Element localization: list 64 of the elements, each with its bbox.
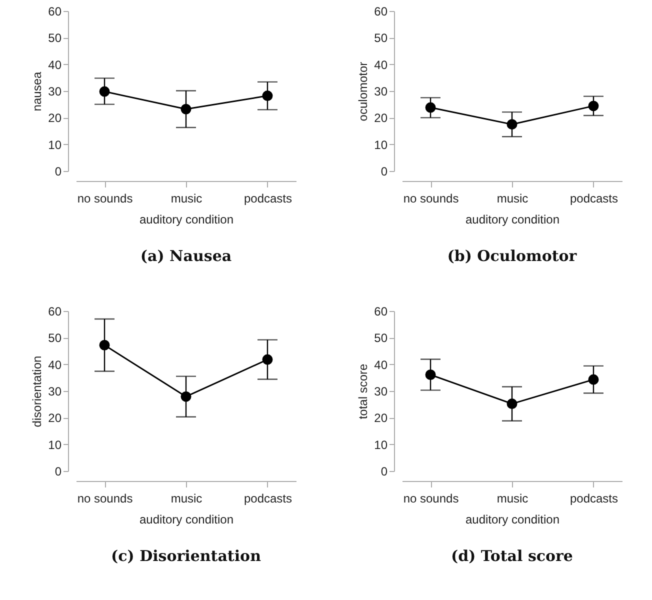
text: (b) Oculomotor <box>447 247 578 265</box>
text: (c) Disorientation <box>111 547 262 565</box>
y-axis-title: oculomotor <box>356 62 370 122</box>
x-tick-label: music <box>170 492 202 506</box>
x-tick-label: podcasts <box>244 492 292 506</box>
y-tick-label: 60 <box>374 304 388 318</box>
y-tick-label: 10 <box>374 438 388 452</box>
x-axis-title: auditory condition <box>139 512 234 526</box>
point <box>588 100 599 112</box>
x-tick-label: no sounds <box>77 492 133 506</box>
y-tick-label: 20 <box>374 411 388 426</box>
y-tick-label: 50 <box>48 331 62 346</box>
y-tick-label: 0 <box>380 164 388 178</box>
point <box>99 86 110 97</box>
y-tick-label: 40 <box>374 358 388 372</box>
y-tick-label: 20 <box>48 411 62 426</box>
y-tick-label: 0 <box>380 464 388 478</box>
y-tick-label: 50 <box>48 31 62 46</box>
y-tick-label: 50 <box>374 31 388 46</box>
point <box>180 391 192 402</box>
y-tick-label: 20 <box>48 111 62 126</box>
point <box>262 90 273 102</box>
x-tick-label: podcasts <box>244 192 292 206</box>
point <box>425 102 436 113</box>
x-tick-label: no sounds <box>403 192 459 206</box>
y-tick-label: 60 <box>374 4 388 18</box>
point <box>506 398 518 410</box>
x-axis-title: auditory condition <box>139 212 234 226</box>
x-tick-label: no sounds <box>403 492 459 506</box>
y-tick-label: 30 <box>374 84 388 98</box>
text: (d) Total score <box>451 547 573 565</box>
y-tick-label: 40 <box>374 58 388 72</box>
point <box>588 374 599 385</box>
y-tick-label: 30 <box>48 384 62 398</box>
y-tick-label: 0 <box>54 164 62 178</box>
point <box>99 340 110 350</box>
y-axis-title: disorientation <box>30 356 44 428</box>
y-tick-label: 40 <box>48 58 62 72</box>
y-tick-label: 60 <box>48 4 62 18</box>
y-tick-label: 10 <box>374 138 388 152</box>
y-tick-label: 10 <box>48 138 62 152</box>
x-tick-label: podcasts <box>570 192 618 206</box>
x-axis-title: auditory condition <box>465 212 560 226</box>
y-tick-label: 20 <box>374 111 388 126</box>
y-axis-title: nausea <box>30 71 44 112</box>
point <box>425 370 436 380</box>
text: (a) Nausea <box>140 247 232 265</box>
point <box>262 354 273 365</box>
y-tick-label: 40 <box>48 358 62 372</box>
x-tick-label: podcasts <box>570 492 618 506</box>
x-tick-label: no sounds <box>77 192 133 206</box>
x-tick-label: music <box>170 192 202 206</box>
point <box>180 104 192 114</box>
y-tick-label: 10 <box>48 438 62 452</box>
x-tick-label: music <box>496 492 528 506</box>
y-tick-label: 50 <box>374 331 388 346</box>
y-tick-label: 30 <box>48 84 62 98</box>
y-tick-label: 60 <box>48 304 62 318</box>
y-tick-label: 30 <box>374 384 388 398</box>
y-axis-title: total score <box>356 363 370 420</box>
y-tick-label: 0 <box>54 464 62 478</box>
x-axis-title: auditory condition <box>465 512 560 526</box>
point <box>506 119 518 130</box>
x-tick-label: music <box>496 192 528 206</box>
